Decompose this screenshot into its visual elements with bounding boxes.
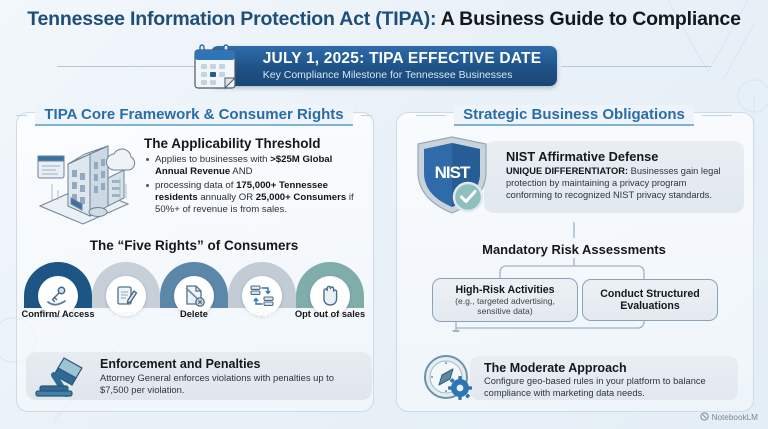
banner-rule-right (561, 65, 712, 67)
nist-body: UNIQUE DIFFERENTIATOR: Businesses gain l… (506, 166, 734, 202)
right-item-correct[interactable]: Correct (92, 262, 160, 340)
raised-hand-icon (310, 276, 350, 316)
right-label: Correct (109, 309, 143, 319)
badge-text: JULY 1, 2025: TIPA EFFECTIVE DATE Key Co… (262, 50, 542, 81)
moderate-heading: The Moderate Approach (484, 361, 627, 375)
risk-box-high-risk-activities[interactable]: High-Risk Activities (e.g., targeted adv… (432, 278, 578, 322)
nist-body-strong: UNIQUE DIFFERENTIATOR: (506, 166, 629, 176)
compass-gear-icon (420, 352, 478, 404)
data-transfer-icon (242, 276, 282, 316)
page-title-part2: A Business Guide to Compliance (436, 8, 741, 30)
pencil-document-icon (106, 276, 146, 316)
badge-subline: Key Compliance Milestone for Tennessee B… (262, 68, 513, 81)
bullet-prefix: Applies to businesses with (155, 154, 271, 165)
document-delete-icon (174, 276, 214, 316)
notebooklm-watermark: NotebookLM (699, 412, 758, 423)
nist-section: NIST NIST Affirmative Defense UNIQUE DIF… (406, 134, 744, 220)
bullet-prefix: processing data of (155, 180, 237, 192)
notebooklm-icon (699, 412, 709, 423)
risk-box-subtitle: (e.g., targeted advertising, sensitive d… (455, 295, 555, 316)
page-title-part1: Tennessee Information Protection Act (TI… (27, 8, 437, 30)
applicability-bullets: Applies to businesses with >$25M Global … (144, 154, 364, 216)
right-item-confirm-access[interactable]: Confirm/ Access (21, 262, 95, 340)
bullet-mid: annually OR (197, 192, 256, 204)
risk-box-title: High-Risk Activities (455, 283, 555, 296)
bullet-strong: >$25M Global Annual Revenue (155, 154, 333, 178)
risk-box-conduct-structured-evaluations[interactable]: Conduct Structured Evaluations (582, 279, 718, 321)
bullet-suffix: if 50%+ of revenue is from sales. (155, 192, 354, 216)
enforcement-heading: Enforcement and Penalties (100, 356, 261, 371)
calendar-icon (193, 42, 249, 92)
notebooklm-label: NotebookLM (711, 413, 758, 422)
five-rights-row: Confirm/ Access Correct (21, 262, 365, 340)
list-item: Applies to businesses with >$25M Global … (146, 154, 364, 178)
moderate-approach-card: The Moderate Approach Configure geo-base… (470, 356, 738, 400)
effective-date-banner-row: JULY 1, 2025: TIPA EFFECTIVE DATE Key Co… (0, 44, 768, 90)
gavel-icon (34, 354, 96, 398)
right-item-opt-out[interactable]: Opt out of sales (295, 262, 365, 340)
page-title: Tennessee Information Protection Act (TI… (0, 8, 768, 31)
right-label: Delete (180, 309, 208, 319)
nist-body-text: Businesses gain legal protection by main… (506, 166, 721, 200)
office-building-icon (28, 132, 138, 228)
nist-shield-check-icon: NIST (406, 134, 498, 220)
right-item-delete[interactable]: Delete (160, 262, 228, 340)
banner-rule-left (56, 65, 207, 67)
right-label: Port Data (241, 309, 283, 319)
key-in-hand-icon (38, 276, 78, 316)
list-item: processing data of 175,000+ Tennessee re… (146, 180, 364, 216)
right-label: Confirm/ Access (21, 309, 95, 319)
applicability-section: The Applicability Threshold Applies to b… (28, 132, 364, 228)
right-item-port-data[interactable]: Port Data (228, 262, 296, 340)
enforcement-card: Enforcement and Penalties Attorney Gener… (26, 352, 372, 400)
nist-card: NIST Affirmative Defense UNIQUE DIFFEREN… (484, 141, 744, 213)
nist-heading: NIST Affirmative Defense (506, 149, 659, 164)
moderate-body: Configure geo-based rules in your platfo… (484, 376, 706, 398)
applicability-heading: The Applicability Threshold (144, 136, 321, 151)
enforcement-body: Attorney General enforces violations wit… (100, 371, 334, 395)
applicability-text: The Applicability Threshold Applies to b… (144, 132, 364, 228)
effective-date-badge: JULY 1, 2025: TIPA EFFECTIVE DATE Key Co… (194, 44, 558, 90)
bullet-strong: 175,000+ Tennessee residents (155, 180, 328, 204)
right-label: Opt out of sales (294, 309, 366, 319)
risk-assessments-heading: Mandatory Risk Assessments (482, 242, 666, 257)
badge-headline: JULY 1, 2025: TIPA EFFECTIVE DATE (262, 50, 542, 68)
bullet-strong2: 25,000+ Consumers (255, 192, 347, 204)
risk-box-title: Conduct Structured Evaluations (600, 287, 700, 312)
svg-text:NIST: NIST (435, 163, 471, 182)
moderate-approach-section: The Moderate Approach Configure geo-base… (420, 352, 738, 404)
enforcement-text: Enforcement and Penalties Attorney Gener… (100, 357, 364, 396)
bullet-suffix: AND (230, 166, 253, 178)
five-rights-heading: The “Five Rights” of Consumers (89, 238, 299, 253)
